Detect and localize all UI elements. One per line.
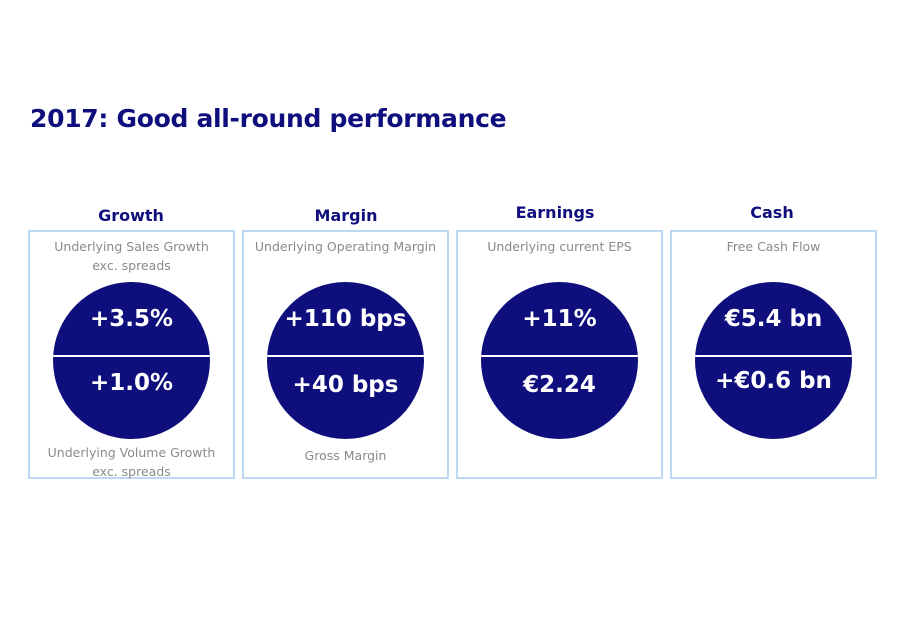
growth-card: Underlying Sales Growth exc. spreads +3.…: [28, 230, 235, 479]
growth-heading: Growth: [98, 206, 164, 225]
page-title: 2017: Good all-round performance: [30, 104, 507, 133]
cash-card: Free Cash Flow €5.4 bn +€0.6 bn: [670, 230, 877, 479]
caption-line: Underlying Operating Margin: [254, 239, 437, 254]
growth-sales-value: +3.5%: [89, 306, 174, 332]
earnings-top-caption: Underlying current EPS: [458, 237, 661, 256]
growth-disc: +3.5% +1.0%: [53, 282, 210, 439]
margin-gross-value: +40 bps: [292, 372, 399, 398]
growth-top-caption: Underlying Sales Growth exc. spreads: [30, 237, 233, 275]
margin-card: Underlying Operating Margin +110 bps +40…: [242, 230, 449, 479]
cash-top-caption: Free Cash Flow: [672, 237, 875, 256]
margin-operating-value: +110 bps: [284, 306, 407, 332]
earnings-heading: Earnings: [515, 203, 595, 222]
cash-disc: €5.4 bn +€0.6 bn: [695, 282, 852, 439]
caption-line: exc. spreads: [92, 464, 171, 479]
growth-volume-value: +1.0%: [89, 370, 174, 396]
caption-line: Underlying Volume Growth: [47, 445, 216, 460]
disc-divider: [53, 355, 210, 357]
cash-change-value: +€0.6 bn: [715, 368, 832, 394]
caption-line: Free Cash Flow: [726, 239, 821, 254]
growth-bottom-caption: Underlying Volume Growth exc. spreads: [30, 443, 233, 481]
margin-heading: Margin: [314, 206, 378, 225]
margin-bottom-caption: Gross Margin: [244, 446, 447, 465]
disc-divider: [695, 355, 852, 357]
earnings-eps-value: €2.24: [523, 372, 596, 398]
earnings-eps-growth-value: +11%: [522, 306, 597, 332]
cash-free-cash-flow-value: €5.4 bn: [724, 306, 823, 332]
caption-line: exc. spreads: [92, 258, 171, 273]
caption-line: Underlying Sales Growth: [54, 239, 209, 254]
caption-line: Underlying current EPS: [487, 239, 632, 254]
caption-line: Gross Margin: [304, 448, 387, 463]
disc-divider: [267, 355, 424, 357]
margin-disc: +110 bps +40 bps: [267, 282, 424, 439]
earnings-card: Underlying current EPS +11% €2.24: [456, 230, 663, 479]
disc-divider: [481, 355, 638, 357]
margin-top-caption: Underlying Operating Margin: [244, 237, 447, 256]
cash-heading: Cash: [750, 203, 794, 222]
earnings-disc: +11% €2.24: [481, 282, 638, 439]
